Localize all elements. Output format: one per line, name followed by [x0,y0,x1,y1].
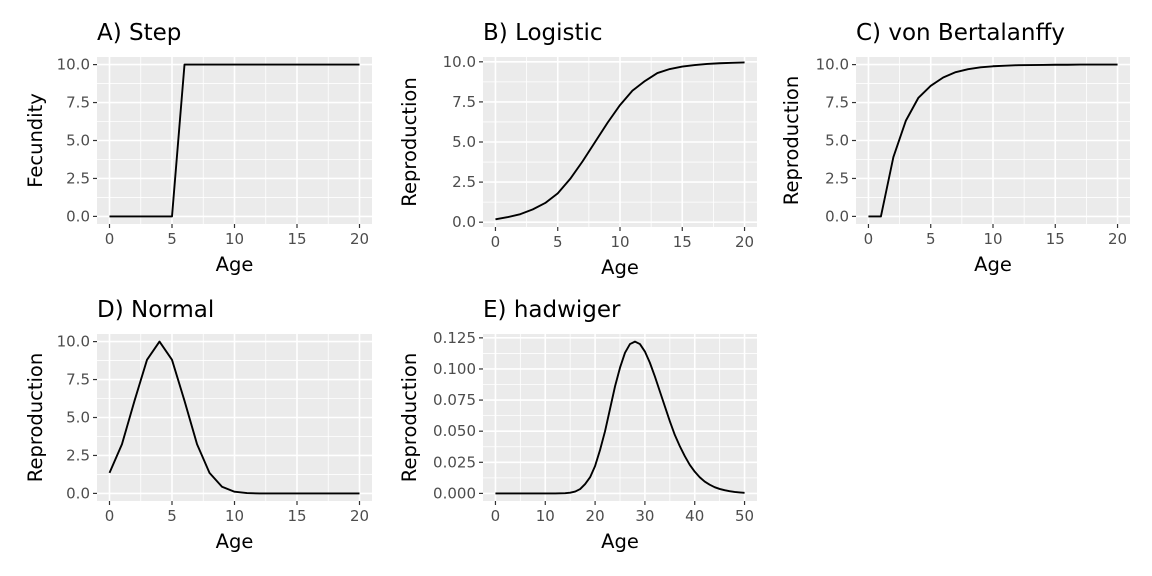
y-tick-label: 0.125 [433,329,476,347]
x-tick-label: 10 [225,507,244,525]
y-tick-label: 0.050 [433,422,476,440]
y-axis-title: Reproduction [24,353,47,482]
y-tick-label: 7.5 [66,94,90,112]
x-axis-title: Age [974,253,1012,276]
y-tick-label: 0.000 [433,484,476,502]
series-line [868,63,1118,218]
x-tick-label: 20 [735,233,754,251]
x-tick-label: 5 [926,230,936,248]
y-tick-label: 5.0 [66,409,90,427]
y-tick-label: 5.0 [452,133,476,151]
x-tick-label: 0 [105,507,115,525]
y-tick-label: 0.100 [433,360,476,378]
x-tick-label: 10 [225,230,244,248]
y-tick-label: 2.5 [66,169,90,187]
x-axis-title: Age [601,530,639,553]
series-line [495,340,745,495]
panel-title: A) Step [97,20,181,46]
x-axis-title: Age [216,530,254,553]
x-tick-label: 10 [983,230,1002,248]
y-tick-label: 10.0 [816,56,849,74]
y-tick-label: 0.075 [433,391,476,409]
x-tick-label: 20 [1108,230,1127,248]
x-tick-label: 10 [536,507,555,525]
panel-2: 0 5 10 15 20 0.0 2.5 5.0 7.5 10.0 B) Logistic Age Re… [398,20,757,279]
y-tick-label: 5.0 [825,132,849,150]
y-tick-label: 10.0 [57,333,90,351]
y-tick-label: 0.0 [66,484,90,502]
y-tick-label: 5.0 [66,132,90,150]
y-tick-label: 0.0 [825,207,849,225]
y-tick-label: 10.0 [57,56,90,74]
y-axis-title: Reproduction [398,353,421,482]
x-tick-label: 5 [553,233,563,251]
x-tick-label: 15 [287,230,306,248]
y-tick-label: 0.025 [433,453,476,471]
x-tick-label: 5 [167,230,177,248]
x-axis-title: Age [601,256,639,279]
panel-title: D) Normal [97,297,214,323]
y-tick-label: 2.5 [66,446,90,464]
x-tick-label: 15 [287,507,306,525]
x-tick-label: 0 [105,230,115,248]
x-tick-label: 20 [586,507,605,525]
panel-title: E) hadwiger [483,297,621,323]
y-axis-title: Reproduction [780,76,803,205]
x-tick-label: 50 [735,507,754,525]
x-tick-label: 0 [491,507,501,525]
y-tick-label: 7.5 [452,93,476,111]
x-tick-label: 0 [864,230,874,248]
x-tick-label: 15 [673,233,692,251]
y-axis-title: Reproduction [398,77,421,206]
x-axis-title: Age [216,253,254,276]
y-tick-label: 7.5 [66,371,90,389]
panel-3: 0 5 10 15 20 0.0 2.5 5.0 7.5 10.0 C) von Bertalanf… [780,20,1130,276]
x-tick-label: 20 [350,230,369,248]
series-line [109,63,360,218]
y-tick-label: 10.0 [443,53,476,71]
x-tick-label: 20 [350,507,369,525]
series-line [495,61,745,221]
panel-title: C) von Bertalanffy [856,20,1065,46]
x-tick-label: 5 [167,507,177,525]
y-tick-label: 0.0 [452,213,476,231]
y-tick-label: 0.0 [66,207,90,225]
y-tick-label: 2.5 [452,173,476,191]
y-tick-label: 2.5 [825,169,849,187]
panel-title: B) Logistic [483,20,603,46]
x-tick-label: 0 [491,233,501,251]
panel-4: 0 5 10 15 20 0.0 2.5 5.0 7.5 10.0 D) Normal Age Repr… [24,297,372,553]
x-tick-label: 30 [635,507,654,525]
x-tick-label: 10 [610,233,629,251]
panel-1: 0 5 10 15 20 0.0 2.5 5.0 7.5 10.0 A) Step Age Fecund… [24,20,372,276]
series-line [108,340,360,495]
y-tick-label: 7.5 [825,94,849,112]
panel-5: 0 10 20 30 40 50 0.000 0.025 0.050 0.075 0.100 0.12… [398,297,757,553]
y-axis-title: Fecundity [24,93,47,188]
x-tick-label: 15 [1046,230,1065,248]
x-tick-label: 40 [685,507,704,525]
